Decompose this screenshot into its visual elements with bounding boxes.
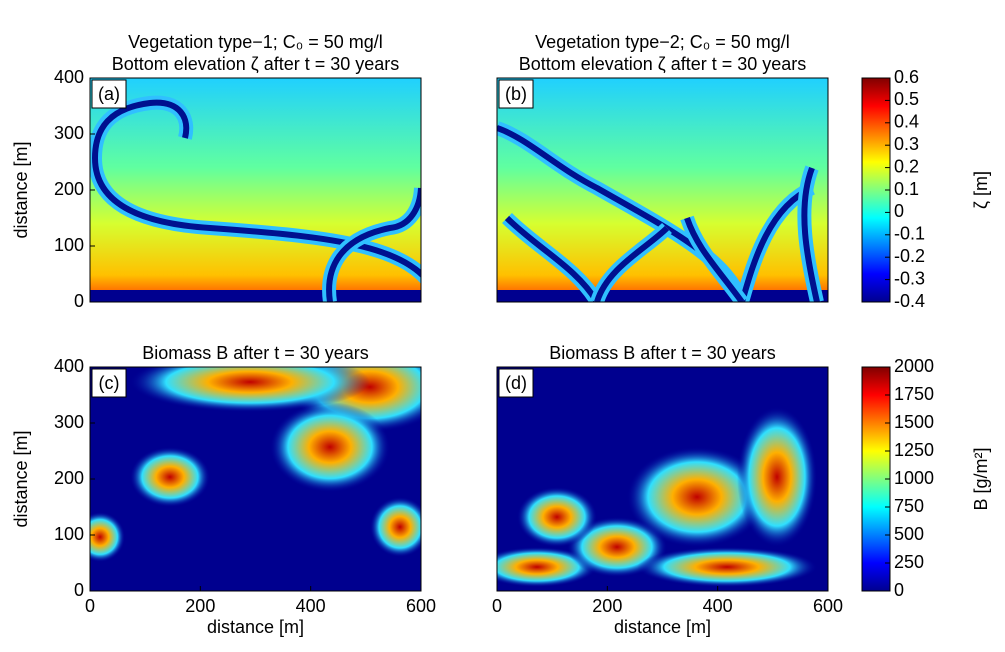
biomass-patch xyxy=(627,447,767,547)
field xyxy=(90,78,421,302)
biomass-patch xyxy=(270,402,390,492)
x-tick-label: 600 xyxy=(406,596,436,616)
colorbar-label: B [g/m²] xyxy=(971,447,991,510)
x-tick-label: 600 xyxy=(813,596,843,616)
panel-title: Vegetation type−1; C₀ = 50 mg/l xyxy=(128,32,383,52)
colorbar-tick-label: 1250 xyxy=(894,440,934,460)
y-tick-label: 300 xyxy=(54,123,84,143)
axes-box xyxy=(496,77,829,303)
colorbar-tick-label: -0.1 xyxy=(894,224,925,244)
biomass-patch xyxy=(130,447,210,507)
label-box xyxy=(498,79,534,109)
label-box xyxy=(91,79,127,109)
biomass-patch xyxy=(130,367,370,412)
x-tick-label: 200 xyxy=(592,596,622,616)
colorbar-tick-label: 0 xyxy=(894,201,904,221)
panel-label: (d) xyxy=(505,373,527,393)
x-axis-label: distance [m] xyxy=(614,617,711,637)
x-axis-label: distance [m] xyxy=(207,617,304,637)
colorbar-tick-label: -0.2 xyxy=(894,246,925,266)
colorbar-tick-label: 0.5 xyxy=(894,89,919,109)
channel xyxy=(504,215,600,302)
y-tick-label: 0 xyxy=(74,580,84,600)
field xyxy=(90,367,421,591)
colorbar-tick-label: 1750 xyxy=(894,384,934,404)
y-tick-label: 100 xyxy=(54,235,84,255)
biomass-patch xyxy=(517,487,597,547)
field-bg xyxy=(497,78,828,302)
colorbar-tick-label: 2000 xyxy=(894,356,934,376)
channel xyxy=(594,225,670,302)
colorbar-tick-label: 500 xyxy=(894,524,924,544)
y-tick-label: 400 xyxy=(54,356,84,376)
colorbar-tick-label: 250 xyxy=(894,552,924,572)
channel xyxy=(801,166,820,302)
biomass-patch xyxy=(370,497,421,557)
colorbar-tick-label: 1000 xyxy=(894,468,934,488)
panel-label: (b) xyxy=(505,84,527,104)
channel xyxy=(739,185,814,302)
biomass-patch xyxy=(737,407,817,547)
x-tick-label: 400 xyxy=(296,596,326,616)
label-box xyxy=(498,368,534,398)
panel-label: (a) xyxy=(98,84,120,104)
colorbar-tick-label: 0.3 xyxy=(894,134,919,154)
y-tick-label: 0 xyxy=(74,291,84,311)
y-axis-label: distance [m] xyxy=(11,141,31,238)
y-tick-label: 400 xyxy=(54,67,84,87)
y-tick-label: 100 xyxy=(54,524,84,544)
biomass-patch xyxy=(90,512,125,562)
panel-title: Vegetation type−2; C₀ = 50 mg/l xyxy=(535,32,790,52)
panel-title: Bottom elevation ζ after t = 30 years xyxy=(112,54,400,74)
colorbar-tick-label: 0.2 xyxy=(894,156,919,176)
x-tick-label: 200 xyxy=(185,596,215,616)
field-bg xyxy=(90,78,421,302)
channel xyxy=(326,187,421,302)
x-tick-label: 400 xyxy=(703,596,733,616)
panel-title: Biomass B after t = 30 years xyxy=(142,343,369,363)
colorbar-tick-label: -0.3 xyxy=(894,268,925,288)
axes-box xyxy=(496,366,829,592)
label-box xyxy=(91,368,127,398)
colorbar-label: ζ [m] xyxy=(971,171,991,209)
biomass-patch xyxy=(637,547,817,587)
colorbar-tick-label: 750 xyxy=(894,496,924,516)
x-tick-label: 0 xyxy=(492,596,502,616)
panel-title: Biomass B after t = 30 years xyxy=(549,343,776,363)
y-tick-label: 200 xyxy=(54,179,84,199)
field xyxy=(497,78,828,302)
y-tick-label: 300 xyxy=(54,412,84,432)
colorbar-tick-label: 1500 xyxy=(894,412,934,432)
y-axis-label: distance [m] xyxy=(11,430,31,527)
field xyxy=(497,367,828,591)
colorbar-tick-label: 0.4 xyxy=(894,112,919,132)
channel xyxy=(684,217,745,302)
field-base xyxy=(90,290,421,302)
channel xyxy=(91,99,421,279)
x-tick-label: 0 xyxy=(85,596,95,616)
panel-title: Bottom elevation ζ after t = 30 years xyxy=(519,54,807,74)
panel-label: (c) xyxy=(99,373,120,393)
colorbar-tick-label: 0.6 xyxy=(894,67,919,87)
y-tick-label: 200 xyxy=(54,468,84,488)
colorbar-tick-label: 0.1 xyxy=(894,179,919,199)
field-base xyxy=(497,290,828,302)
colorbar-tick-label: -0.4 xyxy=(894,291,925,311)
colorbar-tick-label: 0 xyxy=(894,580,904,600)
